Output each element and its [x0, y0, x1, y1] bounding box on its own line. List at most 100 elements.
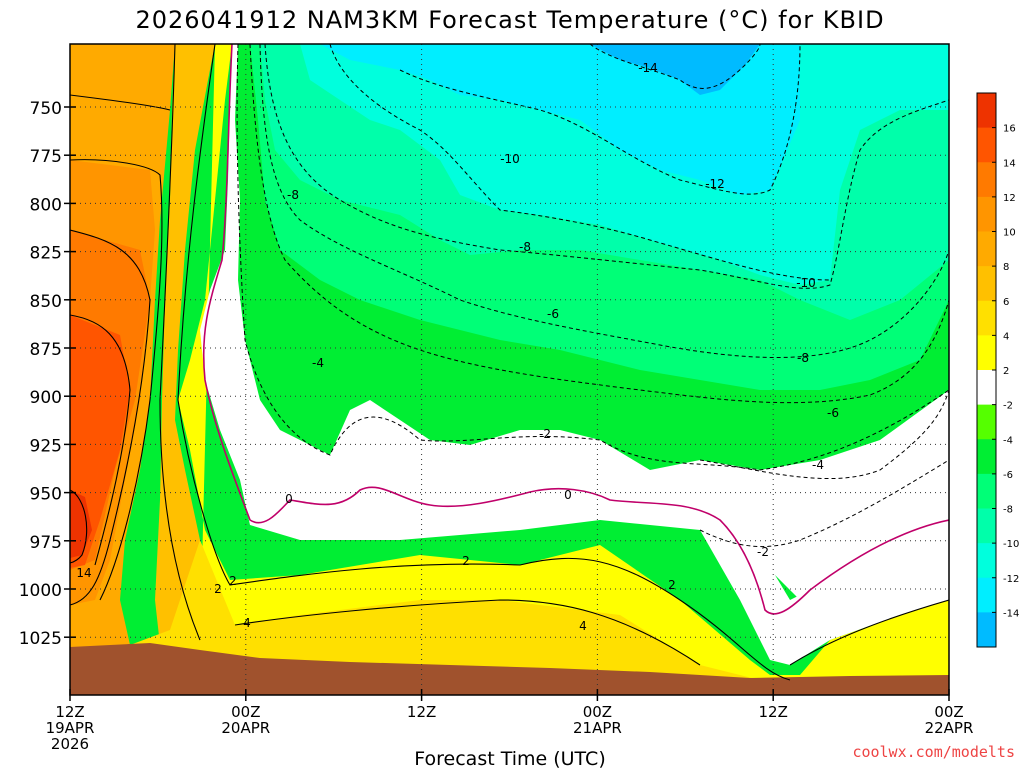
colorbar-swatch [977, 300, 996, 336]
colorbar-swatch [977, 335, 996, 371]
x-tick-label: 12Z [55, 703, 84, 721]
colorbar-tick-label: -12 [1003, 574, 1019, 585]
band-below-minus14 [590, 44, 760, 95]
colorbar-tick-label: 6 [1003, 297, 1009, 308]
contour-label: -14 [638, 61, 658, 75]
contour-label: 14 [76, 566, 91, 580]
contour-line [236, 44, 949, 471]
x-tick-label: 2026 [51, 735, 89, 753]
contour-line [789, 599, 949, 666]
y-tick-label: 975 [30, 533, 62, 553]
band-6-to-8 [155, 44, 215, 650]
contour-line [70, 314, 131, 566]
colorbar-tick-label: -6 [1003, 470, 1013, 481]
colorbar-tick-label: -10 [1003, 539, 1019, 550]
contour-line [159, 44, 201, 641]
y-tick-label: 925 [30, 436, 62, 456]
x-tick-label: 12Z [759, 703, 788, 721]
colorbar: 16 14 12 10 8 6 4 2 -2 -4 -6 -8 -10 -12 -14 [976, 92, 1019, 648]
colorbar-tick-label: -14 [1003, 608, 1019, 619]
contour-label: -4 [812, 458, 824, 472]
colorbar-swatch [977, 439, 996, 475]
x-tick-label: 22APR [925, 719, 974, 737]
contour-line [589, 44, 761, 89]
y-tick-label: 1000 [19, 581, 62, 601]
contour-line [399, 44, 801, 195]
contour-label: -8 [797, 351, 809, 365]
x-tick-label: 00Z [934, 703, 963, 721]
colorbar-tick-label: -2 [1003, 401, 1013, 412]
grid [70, 44, 949, 695]
contour-label: 2 [229, 574, 237, 588]
contour-label: -6 [547, 307, 559, 321]
contour-label: -12 [705, 177, 725, 191]
y-tick-label: 875 [30, 340, 62, 360]
colorbar-swatch [977, 162, 996, 198]
band-4-to-6 [70, 540, 760, 680]
contour-label: 4 [579, 619, 587, 633]
x-tick-label: 19APR [46, 719, 95, 737]
y-tick-label: 950 [30, 485, 62, 505]
colorbar-swatch [977, 231, 996, 267]
chart-title: 2026041912 NAM3KM Forecast Temperature (… [135, 6, 884, 34]
contour-label: -10 [796, 276, 816, 290]
contour-label: 2 [214, 582, 222, 596]
contour-line [234, 599, 701, 666]
colorbar-swatch [977, 127, 996, 163]
contour-line [70, 159, 163, 601]
zero-degree-contour [202, 44, 949, 615]
contour-label: 0 [285, 492, 293, 506]
colorbar-swatch [977, 196, 996, 232]
colorbar-tick-label: 4 [1003, 331, 1009, 342]
x-axis-label: Forecast Time (UTC) [414, 748, 605, 768]
contour-line [264, 44, 949, 289]
y-tick-label: 750 [30, 99, 62, 119]
colorbar-tick-label: -4 [1003, 435, 1013, 446]
y-axis: 750 775 800 825 850 875 900 925 950 975 1000 1025 [19, 99, 76, 649]
y-tick-label: 900 [30, 388, 62, 408]
contour-label: -10 [500, 152, 520, 166]
contour-line [177, 44, 791, 681]
warm-contours [70, 44, 949, 681]
colorbar-swatch [977, 473, 996, 509]
colorbar-swatch [977, 404, 996, 440]
band-minus2-to-2 [200, 44, 949, 600]
colorbar-tick-label: 10 [1003, 228, 1016, 239]
contour-line [329, 44, 831, 281]
contour-label: 2 [668, 578, 676, 592]
credit-text: coolwx.com/modelts [852, 743, 1015, 761]
colorbar-swatch [977, 612, 996, 648]
x-tick-label: 20APR [221, 719, 270, 737]
cold-contours [236, 44, 949, 547]
contour-label: -8 [287, 188, 299, 202]
colorbar-swatch [977, 577, 996, 613]
y-tick-label: 825 [30, 244, 62, 264]
colorbar-tick-label: 12 [1003, 193, 1016, 204]
y-tick-label: 850 [30, 292, 62, 312]
contour-label: -4 [312, 356, 324, 370]
contour-label: -2 [539, 427, 551, 441]
contour-line [699, 389, 949, 480]
x-tick-label: 00Z [231, 703, 260, 721]
colorbar-swatch [977, 508, 996, 544]
colorbar-swatch [977, 543, 996, 579]
contour-label: 0 [564, 488, 572, 502]
colorbar-swatch [977, 266, 996, 302]
contour-label: -2 [757, 545, 769, 559]
band-minus14-to-minus12 [320, 44, 800, 195]
y-tick-label: 775 [30, 147, 62, 167]
x-tick-label: 12Z [407, 703, 436, 721]
colorbar-tick-label: 8 [1003, 262, 1009, 273]
contour-line [259, 44, 949, 358]
colorbar-tick-label: 14 [1003, 158, 1016, 169]
contour-line [70, 489, 88, 564]
y-tick-label: 800 [30, 195, 62, 215]
colorbar-swatch [977, 93, 996, 129]
plot-frame [69, 43, 950, 696]
y-tick-label: 1025 [19, 629, 62, 649]
contour-line [70, 94, 171, 111]
colorbar-swatch [977, 370, 996, 406]
